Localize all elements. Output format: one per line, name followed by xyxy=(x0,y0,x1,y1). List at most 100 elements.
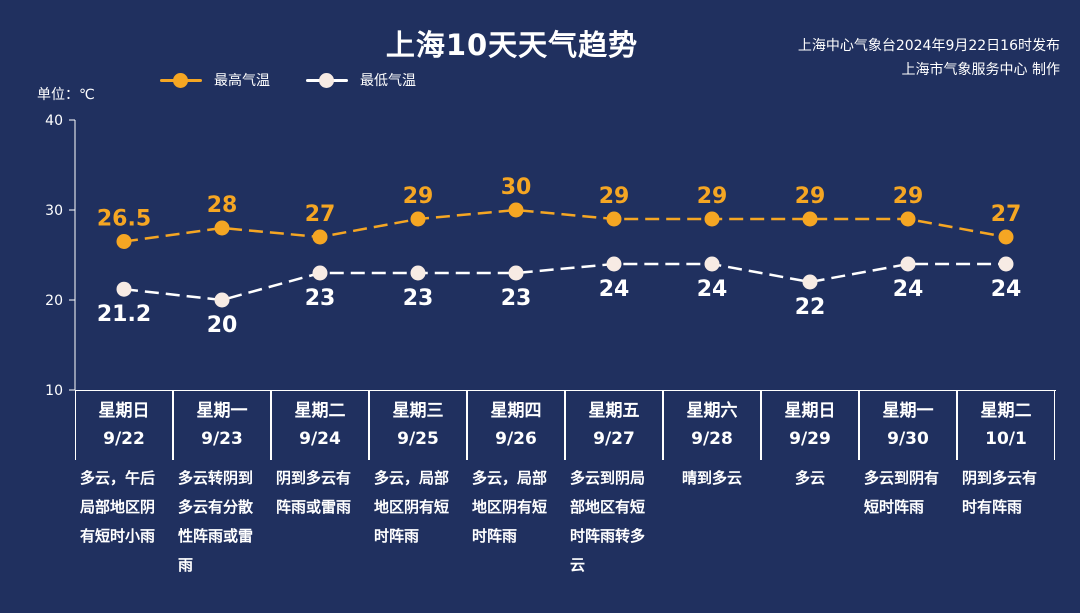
source-line-2: 上海市气象服务中心 制作 xyxy=(901,62,1060,78)
weekday-label: 星期三 xyxy=(392,401,444,421)
weather-description: 多云转阴到多云有分散性阵雨或雷雨 xyxy=(178,469,254,574)
data-point-low xyxy=(704,256,720,272)
weather-description: 多云，局部地区阴有短时阵雨 xyxy=(374,469,450,545)
day-header: 星期四 9/26 xyxy=(467,390,565,460)
data-point-high xyxy=(508,202,524,218)
day-column: 星期四 9/26 多云，局部地区阴有短时阵雨 xyxy=(467,390,565,580)
date-label: 9/23 xyxy=(201,429,243,449)
day-header: 星期二 10/1 xyxy=(957,390,1055,460)
weather-description: 多云到阴局部地区有短时阵雨转多云 xyxy=(570,469,646,574)
day-column: 星期三 9/25 多云，局部地区阴有短时阵雨 xyxy=(369,390,467,580)
data-point-low xyxy=(802,274,818,290)
date-label: 9/24 xyxy=(299,429,341,449)
data-point-low xyxy=(998,256,1014,272)
data-label-low: 24 xyxy=(599,277,630,302)
date-label: 9/28 xyxy=(691,429,733,449)
data-point-low xyxy=(312,265,328,281)
day-grid: 星期日 9/22 多云，午后局部地区阴有短时小雨 星期一 9/23 多云转阴到多云有分散性… xyxy=(75,390,1055,580)
source-line-1: 上海中心气象台2024年9月22日16时发布 xyxy=(797,38,1060,54)
data-point-high xyxy=(704,211,720,227)
legend-item-high: 最高气温 xyxy=(160,70,270,90)
weather-description: 多云 xyxy=(794,469,825,487)
data-label-low: 24 xyxy=(991,277,1022,302)
weekday-label: 星期日 xyxy=(784,401,836,421)
legend-high-label: 最高气温 xyxy=(214,73,270,89)
legend-item-low: 最低气温 xyxy=(306,70,416,90)
day-column: 星期六 9/28 晴到多云 xyxy=(663,390,761,580)
day-column: 星期一 9/30 多云到阴有短时阵雨 xyxy=(859,390,957,580)
day-header: 星期二 9/24 xyxy=(271,390,369,460)
data-label-high: 26.5 xyxy=(97,207,151,232)
y-tick-label: 20 xyxy=(45,293,63,309)
day-header: 星期六 9/28 xyxy=(663,390,761,460)
data-label-low: 20 xyxy=(207,313,238,338)
day-column: 星期日 9/22 多云，午后局部地区阴有短时小雨 xyxy=(75,390,173,580)
weekday-label: 星期六 xyxy=(686,401,738,421)
data-label-high: 29 xyxy=(403,184,434,209)
data-label-low: 23 xyxy=(403,286,434,311)
weekday-label: 星期四 xyxy=(490,401,542,421)
weather-description: 晴到多云 xyxy=(681,469,742,487)
data-label-high: 30 xyxy=(501,175,532,200)
date-label: 9/29 xyxy=(789,429,831,449)
weekday-label: 星期五 xyxy=(588,401,640,421)
weekday-label: 星期一 xyxy=(882,401,934,421)
data-point-high xyxy=(410,211,426,227)
legend: 最高气温 最低气温 xyxy=(160,70,452,90)
weather-description: 阴到多云有时有阵雨 xyxy=(962,469,1038,516)
y-tick-label: 10 xyxy=(45,383,63,399)
weekday-label: 星期日 xyxy=(98,401,150,421)
data-point-low xyxy=(606,256,622,272)
data-point-high xyxy=(116,234,132,249)
date-label: 9/22 xyxy=(103,429,145,449)
data-label-high: 27 xyxy=(991,202,1022,227)
data-point-low xyxy=(410,265,426,281)
day-column: 星期一 9/23 多云转阴到多云有分散性阵雨或雷雨 xyxy=(173,390,271,580)
day-header: 星期一 9/30 xyxy=(859,390,957,460)
chart-title: 上海10天天气趋势 xyxy=(385,28,639,62)
date-label: 9/25 xyxy=(397,429,439,449)
data-label-low: 23 xyxy=(305,286,336,311)
source-info: 上海中心气象台2024年9月22日16时发布 上海市气象服务中心 制作 xyxy=(798,34,1060,82)
series-line-high xyxy=(123,208,1007,243)
data-point-low xyxy=(116,281,132,297)
date-label: 9/26 xyxy=(495,429,537,449)
weekday-label: 星期二 xyxy=(980,401,1032,421)
day-header: 星期五 9/27 xyxy=(565,390,663,460)
data-point-high xyxy=(606,211,622,227)
data-label-low: 23 xyxy=(501,286,532,311)
weather-description: 多云到阴有短时阵雨 xyxy=(864,469,940,516)
date-label: 9/27 xyxy=(593,429,635,449)
data-label-low: 21.2 xyxy=(97,302,151,327)
y-tick-label: 40 xyxy=(45,113,63,129)
legend-high-marker xyxy=(160,70,202,90)
day-header: 星期日 9/29 xyxy=(761,390,859,460)
day-header: 星期三 9/25 xyxy=(369,390,467,460)
day-column: 星期五 9/27 多云到阴局部地区有短时阵雨转多云 xyxy=(565,390,663,580)
data-label-low: 24 xyxy=(893,277,924,302)
weather-description: 多云，午后局部地区阴有短时小雨 xyxy=(80,469,156,545)
data-label-high: 28 xyxy=(207,193,238,218)
data-label-high: 27 xyxy=(305,202,336,227)
weather-description: 多云，局部地区阴有短时阵雨 xyxy=(472,469,548,545)
day-header: 星期日 9/22 xyxy=(75,390,173,460)
data-label-low: 22 xyxy=(795,295,826,320)
data-point-low xyxy=(214,292,230,308)
day-column: 星期二 10/1 阴到多云有时有阵雨 xyxy=(957,390,1055,580)
data-point-low xyxy=(900,256,916,272)
weekday-label: 星期一 xyxy=(196,401,248,421)
data-label-high: 29 xyxy=(893,184,924,209)
legend-low-marker xyxy=(306,70,348,90)
weather-description: 阴到多云有阵雨或雷雨 xyxy=(276,469,352,516)
data-point-low xyxy=(508,265,524,281)
data-label-high: 29 xyxy=(599,184,630,209)
data-point-high xyxy=(214,220,230,236)
y-tick-label: 30 xyxy=(45,203,63,219)
data-point-high xyxy=(900,211,916,227)
data-point-high xyxy=(998,229,1014,245)
y-axis-unit: 单位：℃ xyxy=(37,87,95,103)
data-point-high xyxy=(312,229,328,245)
data-label-high: 29 xyxy=(795,184,826,209)
data-label-high: 29 xyxy=(697,184,728,209)
